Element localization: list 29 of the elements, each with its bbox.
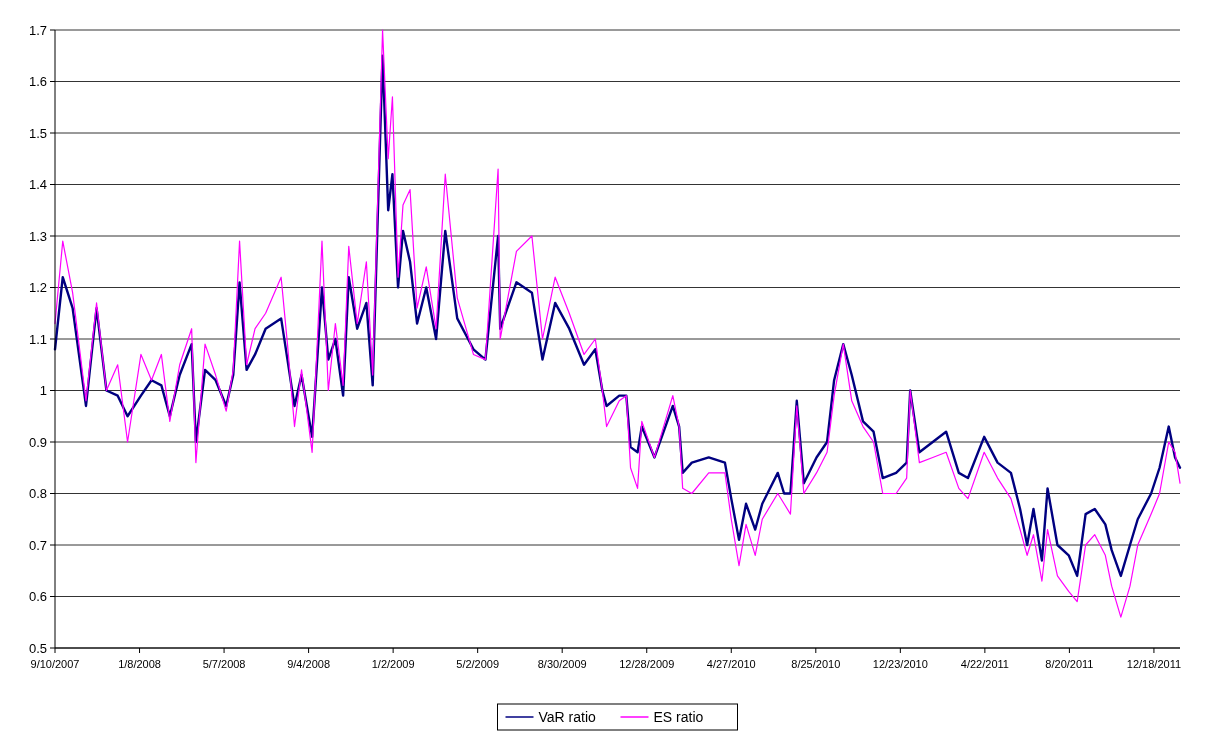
x-tick-label: 1/2/2009 bbox=[371, 658, 415, 670]
y-tick-label: 0.6 bbox=[28, 589, 47, 605]
x-tick-label: 5/7/2008 bbox=[202, 658, 246, 670]
y-tick-label: 0.5 bbox=[28, 640, 47, 656]
x-tick-label: 8/25/2010 bbox=[791, 658, 841, 670]
x-tick-label: 12/18/2011 bbox=[1126, 658, 1182, 670]
x-tick-label: 4/27/2010 bbox=[706, 658, 756, 670]
y-tick-label: 1.4 bbox=[28, 177, 47, 193]
legend-label: ES ratio bbox=[653, 708, 704, 725]
x-tick-label: 9/4/2008 bbox=[287, 658, 331, 670]
y-tick-label: 1 bbox=[39, 383, 47, 399]
x-tick-label: 8/20/2011 bbox=[1045, 658, 1094, 670]
y-tick-label: 1.7 bbox=[28, 22, 47, 38]
legend-label: VaR ratio bbox=[538, 708, 597, 725]
x-tick-label: 5/2/2009 bbox=[456, 658, 500, 670]
y-tick-label: 1.1 bbox=[28, 331, 47, 347]
x-tick-label: 1/8/2008 bbox=[118, 658, 161, 670]
y-tick-label: 0.7 bbox=[28, 537, 47, 553]
x-tick-label: 9/10/2007 bbox=[30, 658, 80, 670]
x-tick-label: 8/30/2009 bbox=[537, 658, 587, 670]
y-tick-label: 0.9 bbox=[28, 434, 47, 450]
y-tick-label: 1.3 bbox=[28, 228, 47, 244]
x-tick-label: 12/28/2009 bbox=[619, 658, 675, 670]
y-tick-label: 1.2 bbox=[28, 280, 47, 296]
x-tick-label: 4/22/2011 bbox=[960, 658, 1009, 670]
y-tick-label: 0.8 bbox=[28, 486, 47, 502]
y-tick-label: 1.5 bbox=[28, 125, 47, 141]
y-tick-label: 1.6 bbox=[28, 74, 47, 90]
x-tick-label: 12/23/2010 bbox=[872, 658, 928, 670]
